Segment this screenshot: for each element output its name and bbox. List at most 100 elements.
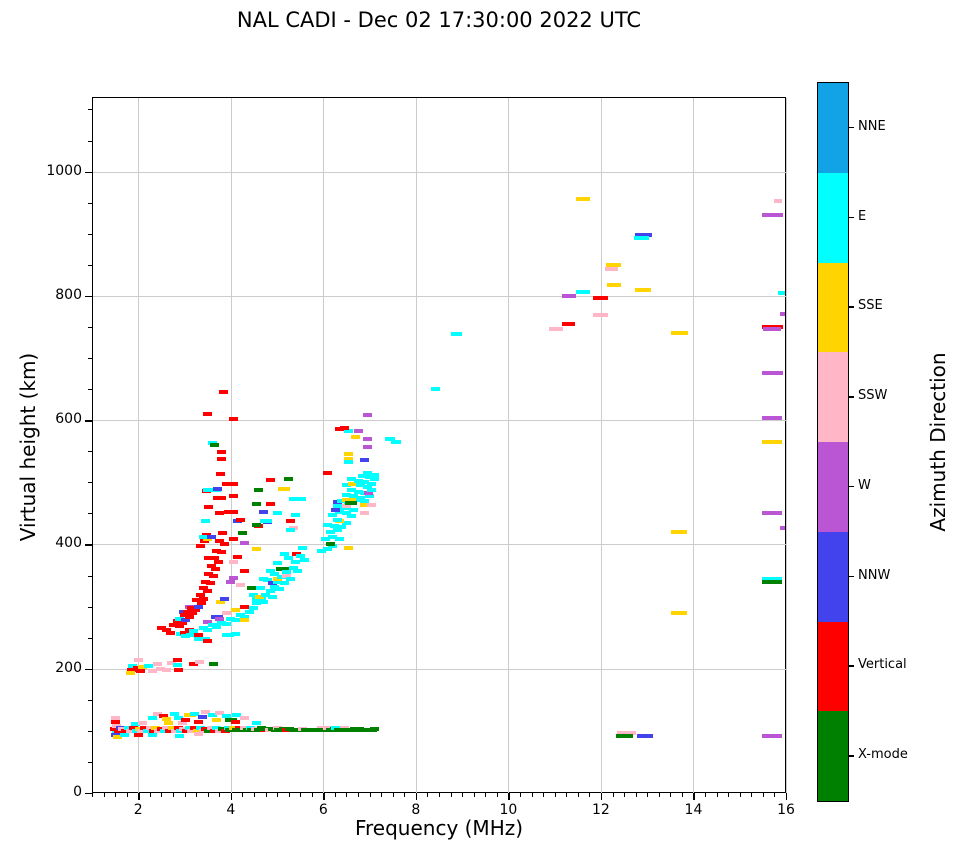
colorbar-segment-w: [818, 442, 848, 532]
data-point: [761, 370, 783, 375]
data-point: [265, 568, 275, 573]
x-minor-tick: [369, 793, 371, 797]
data-point: [369, 726, 379, 731]
data-point: [165, 728, 175, 733]
data-point: [279, 551, 289, 556]
data-point: [203, 620, 213, 625]
data-point: [355, 495, 365, 500]
colorbar-segment-nnw: [818, 531, 848, 622]
data-point: [204, 556, 214, 561]
x-tick-label: 16: [777, 802, 795, 818]
x-minor-tick: [751, 793, 753, 797]
x-minor-tick: [705, 793, 707, 797]
x-tick-label: 12: [592, 802, 610, 818]
data-point: [159, 728, 169, 733]
data-point: [184, 615, 194, 620]
x-minor-tick: [519, 793, 521, 797]
data-point: [256, 585, 266, 590]
x-tick: [138, 793, 140, 800]
x-gridline: [693, 98, 695, 794]
data-point: [230, 631, 240, 636]
data-point: [251, 546, 261, 551]
data-point: [344, 545, 354, 550]
data-point: [275, 567, 290, 572]
data-point: [576, 290, 591, 295]
data-point: [156, 626, 166, 631]
data-point: [265, 478, 275, 483]
data-point: [364, 490, 374, 495]
x-tick-label: 4: [226, 802, 236, 818]
data-point: [291, 559, 301, 564]
data-point: [341, 492, 351, 497]
data-point: [203, 411, 213, 416]
data-point: [348, 493, 358, 498]
data-point: [670, 611, 687, 616]
x-minor-tick: [566, 793, 568, 797]
x-tick: [600, 793, 603, 800]
data-point: [193, 731, 203, 736]
data-point: [184, 628, 194, 633]
data-point: [200, 519, 210, 524]
x-tick: [230, 793, 233, 800]
y-minor-tick: [88, 326, 92, 328]
data-point: [175, 733, 185, 738]
data-point: [341, 483, 351, 488]
colorbar-segment-vertical: [818, 621, 848, 712]
y-tick-label: 800: [55, 286, 82, 303]
x-minor-tick: [681, 793, 683, 797]
data-point: [189, 629, 199, 634]
data-point: [201, 710, 211, 715]
data-point: [267, 595, 277, 600]
data-point: [288, 566, 298, 571]
data-point: [199, 534, 209, 539]
data-point: [190, 726, 200, 731]
x-tick: [508, 793, 510, 800]
data-point: [203, 628, 213, 633]
data-point: [362, 485, 372, 490]
data-point: [217, 449, 227, 454]
data-point: [235, 612, 245, 617]
data-point: [212, 726, 222, 731]
data-point: [153, 662, 163, 667]
data-point: [240, 604, 250, 609]
x-minor-tick: [334, 793, 336, 797]
data-point: [184, 726, 194, 731]
x-minor-tick: [473, 793, 475, 797]
plot-area: [92, 97, 787, 794]
data-point: [214, 559, 224, 564]
data-point: [274, 587, 284, 592]
data-point: [195, 593, 205, 598]
data-point: [193, 636, 203, 641]
data-point: [281, 570, 291, 575]
data-point: [143, 728, 153, 733]
data-point: [295, 553, 305, 558]
data-point: [228, 510, 238, 515]
data-point: [369, 472, 379, 477]
data-point: [224, 717, 237, 722]
x-tick-label: 8: [411, 802, 421, 818]
data-point: [203, 589, 213, 594]
colorbar-tick: [848, 665, 854, 667]
data-point: [212, 548, 222, 553]
colorbar-tick: [848, 306, 854, 308]
data-point: [576, 196, 591, 201]
data-point: [353, 428, 363, 433]
data-point: [221, 610, 231, 615]
data-point: [192, 728, 202, 733]
y-tick: [85, 793, 92, 795]
data-point: [126, 671, 136, 676]
y-minor-tick: [88, 264, 92, 266]
data-point: [221, 482, 235, 487]
colorbar-tick: [848, 575, 854, 578]
data-point: [323, 470, 333, 475]
x-minor-tick: [196, 793, 198, 797]
data-point: [367, 502, 377, 507]
data-point: [214, 617, 224, 621]
data-point: [272, 561, 282, 566]
x-minor-tick: [496, 793, 498, 797]
x-axis-label: Frequency (MHz): [354, 816, 524, 840]
x-minor-tick: [635, 793, 637, 797]
x-minor-tick: [577, 793, 579, 797]
data-point: [161, 717, 171, 722]
data-point: [189, 662, 199, 667]
